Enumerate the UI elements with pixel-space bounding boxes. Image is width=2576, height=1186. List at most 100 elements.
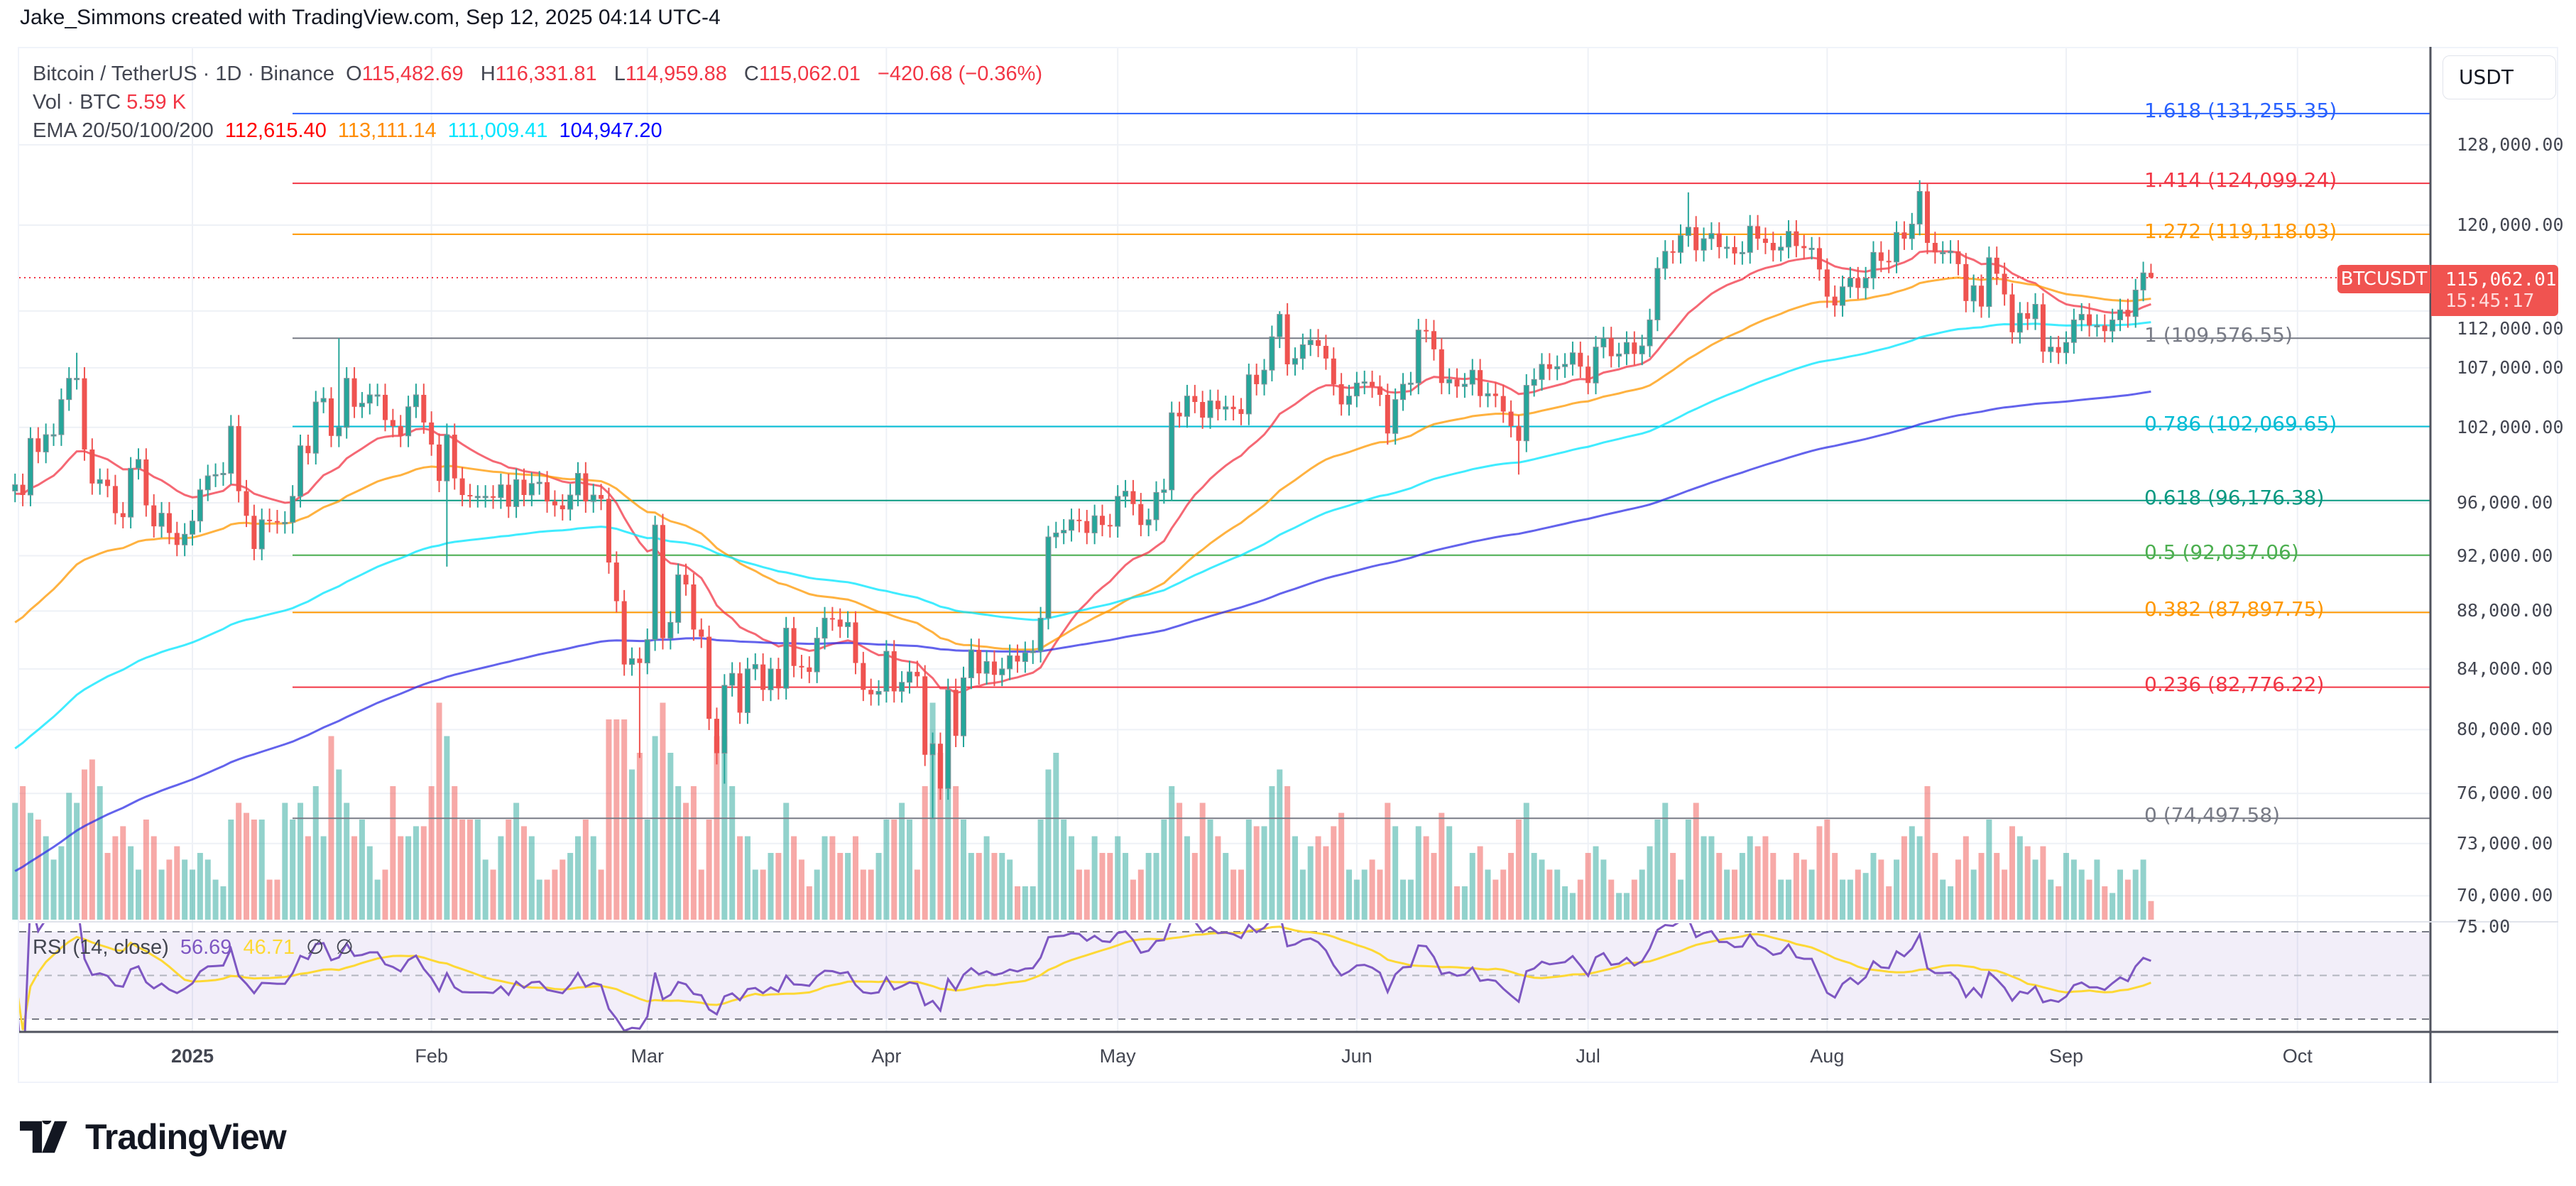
- volume-bar: [1400, 879, 1407, 920]
- candle-body: [1916, 190, 1923, 225]
- volume-bar: [1593, 846, 1599, 920]
- candle-body: [2070, 319, 2077, 343]
- volume-bar: [899, 803, 905, 920]
- volume-bar: [1045, 769, 1052, 920]
- fib-level-label: 0.382 (87,897.75): [2144, 597, 2325, 621]
- ema100-line: [14, 321, 2151, 750]
- candle-body: [290, 496, 296, 523]
- open-value: 115,482.69: [361, 62, 464, 85]
- candle-body: [1277, 314, 1283, 337]
- volume-bar: [567, 853, 574, 920]
- volume-bar: [482, 859, 489, 920]
- candle-body: [752, 664, 758, 670]
- candle-body: [1123, 491, 1129, 497]
- volume-bar: [1177, 803, 1183, 920]
- candle-body: [1639, 345, 1645, 354]
- close-label: C: [743, 62, 759, 85]
- candle-body: [845, 621, 851, 627]
- time-tick-label: Mar: [631, 1045, 664, 1067]
- candle-body: [105, 479, 111, 486]
- candle-body: [1107, 525, 1113, 527]
- candle-body: [1461, 383, 1468, 387]
- candle-body: [791, 628, 797, 666]
- legend-ema[interactable]: EMA 20/50/100/200 112,615.40 113,111.14 …: [33, 119, 668, 143]
- volume-bar: [814, 869, 820, 920]
- volume-bar: [2110, 893, 2116, 920]
- volume-bar: [760, 869, 766, 920]
- candle-body: [1623, 342, 1630, 354]
- volume-bar: [806, 886, 812, 920]
- volume-bar: [1076, 869, 1082, 920]
- candle-body: [922, 676, 928, 755]
- volume-bar: [1037, 820, 1044, 920]
- candle-body: [421, 394, 427, 423]
- ema50-line: [14, 276, 2151, 651]
- volume-bar: [43, 836, 49, 920]
- candle-body: [1323, 346, 1328, 359]
- candle-body: [128, 467, 134, 518]
- volume-bar: [575, 836, 581, 920]
- volume-bar: [312, 786, 319, 920]
- candle-body: [1370, 381, 1375, 387]
- volume-bar: [1500, 869, 1507, 920]
- volume-bar: [89, 759, 95, 920]
- legend-symbol[interactable]: Bitcoin / TetherUS · 1D · Binance: [33, 62, 334, 85]
- volume-bar: [1485, 869, 1491, 920]
- volume-bar: [274, 879, 280, 920]
- volume-bar: [1994, 853, 2000, 920]
- candle-body: [868, 690, 874, 695]
- volume-bar: [752, 869, 758, 920]
- candle-body: [1662, 251, 1669, 269]
- candle-body: [968, 649, 974, 678]
- legend-rsi[interactable]: RSI (14, close) 56.69 46.71 ∅ ∅: [33, 935, 359, 959]
- volume-bar: [1569, 893, 1576, 920]
- volume-bar: [544, 879, 550, 920]
- candle-body: [629, 658, 635, 665]
- candle-body: [182, 533, 188, 545]
- volume-bar: [436, 702, 442, 920]
- candle-body: [1862, 278, 1869, 288]
- price-tick-label: 102,000.00: [2457, 416, 2564, 437]
- candle-body: [228, 425, 234, 474]
- open-label: O: [346, 62, 362, 85]
- ema100-value: 111,009.41: [447, 119, 548, 142]
- candle-body: [2048, 347, 2054, 352]
- candle-body: [1007, 655, 1013, 670]
- candle-body: [861, 663, 866, 690]
- candle-body: [1685, 227, 1691, 236]
- candle-body: [1454, 379, 1460, 387]
- volume-bar: [2132, 869, 2139, 920]
- volume-bar: [1061, 820, 1067, 920]
- volume-bar: [652, 736, 658, 920]
- volume-bar: [1338, 812, 1345, 920]
- candle-body: [97, 479, 103, 484]
- volume-bar: [690, 786, 697, 920]
- legend-volume[interactable]: Vol · BTC 5.59 K: [33, 91, 192, 114]
- candle-body: [1238, 409, 1244, 414]
- volume-bar: [282, 803, 288, 920]
- chart-attribution: Jake_Simmons created with TradingView.co…: [20, 6, 721, 29]
- candle-body: [1755, 226, 1761, 239]
- volume-bar: [1130, 879, 1136, 920]
- price-tick-label: 76,000.00: [2457, 783, 2553, 804]
- volume-bar: [1978, 853, 1985, 920]
- candle-body: [983, 660, 990, 674]
- candle-body: [267, 519, 273, 521]
- volume-bar: [1123, 853, 1129, 920]
- volume-bar: [1331, 826, 1337, 920]
- tradingview-logo[interactable]: TradingView: [20, 1116, 287, 1158]
- volume-bar: [1269, 786, 1275, 920]
- candle-body: [837, 619, 843, 627]
- candle-body: [768, 668, 774, 690]
- candle-body: [1762, 239, 1768, 243]
- candle-body: [1091, 515, 1098, 533]
- candle-body: [2140, 272, 2146, 290]
- candle-body: [1254, 374, 1260, 384]
- candle-body: [1979, 285, 1985, 307]
- volume-bar: [1878, 859, 1884, 920]
- candle-body: [621, 601, 627, 665]
- candle-body: [1670, 251, 1676, 253]
- volume-bar: [344, 803, 350, 920]
- currency-button[interactable]: USDT: [2443, 55, 2556, 99]
